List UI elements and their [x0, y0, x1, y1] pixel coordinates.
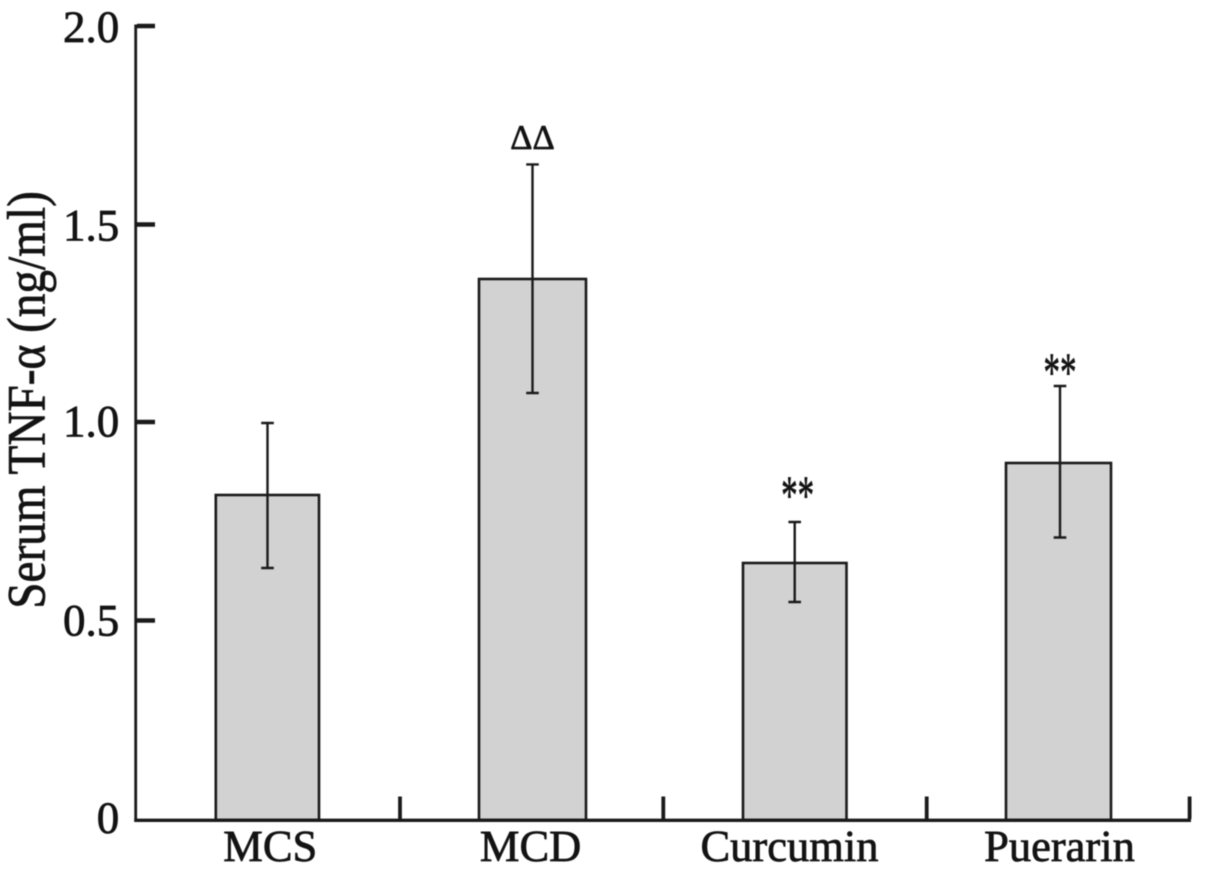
svg-text:Serum TNF-α (ng/ml): Serum TNF-α (ng/ml)	[0, 191, 57, 609]
svg-text:1.0: 1.0	[63, 397, 119, 447]
svg-text:MCS: MCS	[223, 821, 317, 871]
svg-text:0.5: 0.5	[63, 596, 119, 646]
svg-text:MCD: MCD	[480, 821, 581, 871]
svg-text:Curcumin: Curcumin	[701, 821, 879, 871]
svg-text:**: **	[1044, 342, 1077, 403]
svg-text:2.0: 2.0	[63, 2, 119, 52]
svg-text:**: **	[781, 465, 814, 526]
svg-text:ΔΔ: ΔΔ	[510, 119, 554, 157]
svg-text:Puerarin: Puerarin	[984, 821, 1135, 871]
svg-text:0: 0	[97, 793, 120, 843]
svg-text:1.5: 1.5	[63, 201, 119, 251]
